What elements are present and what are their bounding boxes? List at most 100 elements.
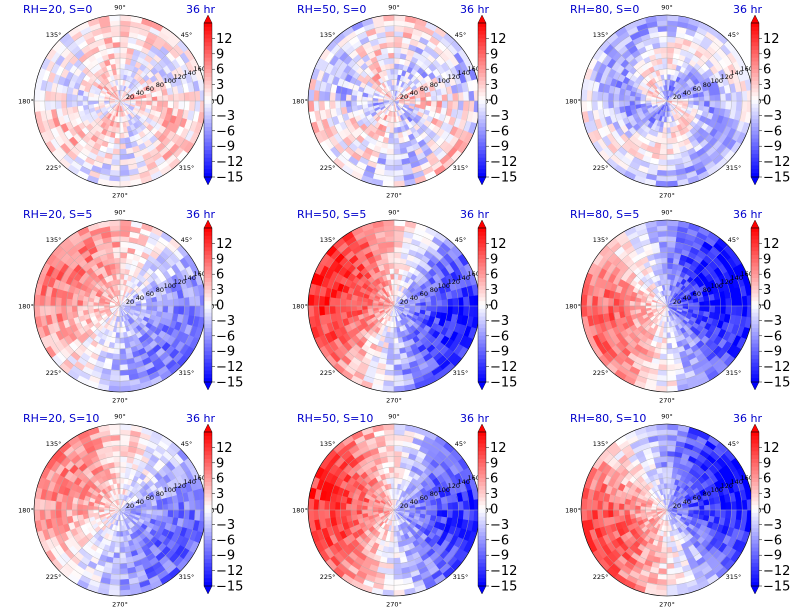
heatmap-cell (393, 68, 399, 75)
heatmap-cell (666, 169, 678, 177)
colorbar-segment (204, 243, 212, 248)
colorbar-tick-label: 0 (763, 94, 771, 109)
heatmap-cell (146, 305, 153, 311)
heatmap-cell (385, 364, 395, 371)
angle-label: 270° (386, 192, 402, 200)
heatmap-cell (119, 25, 131, 33)
heatmap-cell (113, 143, 121, 150)
colorbar-extend-min (477, 381, 487, 391)
colorbar-segment (204, 107, 212, 112)
heatmap-cell (115, 127, 121, 134)
heatmap-cell (393, 278, 398, 286)
heatmap-cell (602, 305, 609, 315)
colorbar-tick-label: 12 (216, 237, 233, 252)
heatmap-cell (119, 225, 131, 232)
heatmap-cell (55, 305, 62, 315)
heatmap-cell (318, 305, 326, 317)
heatmap-cell (404, 305, 411, 309)
heatmap-cell (629, 300, 636, 307)
heatmap-cell (110, 235, 121, 243)
heatmap-cell (382, 15, 395, 22)
heatmap-cell (60, 92, 68, 102)
colorbar-segment (478, 308, 486, 314)
colorbar-segment (204, 335, 212, 341)
heatmap-cell (119, 385, 132, 392)
heatmap-cell (111, 358, 121, 366)
colorbar-segment (204, 103, 212, 109)
heatmap-cell (591, 90, 599, 102)
heatmap-cell (329, 297, 336, 307)
heatmap-cell (110, 164, 121, 172)
heatmap-cell (117, 111, 121, 118)
heatmap-cell (468, 90, 475, 102)
heatmap-cell (151, 305, 158, 312)
colorbar-extend-min (750, 176, 760, 186)
heatmap-cell (383, 20, 395, 27)
angle-label: 45° (181, 31, 193, 39)
colorbar-segment (204, 308, 212, 314)
angle-label: 315° (179, 164, 195, 172)
colorbar-segment (478, 80, 486, 85)
heatmap-cell (393, 143, 401, 150)
heatmap-cell (393, 169, 405, 177)
heatmap-cell (666, 52, 674, 59)
colorbar-tick-label: −12 (763, 155, 790, 170)
heatmap-cell (162, 299, 169, 307)
heatmap-cell (109, 175, 121, 182)
colorbar-segment (204, 23, 212, 28)
heatmap-cell (308, 89, 315, 102)
heatmap-cell (661, 342, 668, 350)
heatmap-cell (693, 305, 700, 311)
heatmap-cell (119, 364, 129, 371)
heatmap-cell (393, 385, 406, 392)
heatmap-cell (703, 100, 711, 107)
colorbar-tick-label: −3 (216, 314, 235, 329)
angle-label: 315° (179, 369, 195, 377)
colorbar-tick-label: 9 (490, 252, 498, 267)
heatmap-cell (468, 100, 475, 112)
heatmap-cell (167, 305, 175, 314)
heatmap-cell (388, 337, 395, 344)
heatmap-cell (393, 268, 400, 275)
colorbar-segment (478, 138, 486, 143)
colorbar-segment (478, 23, 486, 28)
heatmap-cell (656, 169, 668, 177)
colorbar-segment (478, 239, 486, 244)
heatmap-cell (119, 380, 131, 387)
colorbar-tick-label: 6 (216, 63, 224, 78)
radial-tick-label: 60 (146, 290, 154, 298)
radial-tick-label: 100 (438, 77, 450, 85)
colorbar-segment (478, 335, 486, 341)
colorbar-segment (478, 126, 486, 132)
heatmap-cell (44, 100, 52, 112)
angle-label: 180° (18, 303, 34, 311)
heatmap-cell (111, 241, 121, 248)
colorbar-segment (751, 123, 759, 128)
heatmap-cell (55, 297, 62, 307)
heatmap-cell (34, 294, 41, 307)
polar-panel: 90°45°0°315°270°225°180°135°204060801001… (292, 3, 517, 200)
colorbar-segment (204, 53, 212, 59)
heatmap-cell (113, 348, 121, 355)
heatmap-cell (110, 30, 121, 38)
colorbar-segment (204, 119, 212, 124)
angle-label: 90° (661, 4, 673, 12)
heatmap-cell (119, 143, 127, 150)
angle-label: 45° (181, 236, 193, 244)
heatmap-cell (44, 305, 52, 317)
heatmap-cell (318, 90, 326, 102)
heatmap-cell (334, 305, 342, 315)
heatmap-cell (178, 305, 185, 315)
colorbar-segment (478, 324, 486, 329)
angle-label: 90° (388, 209, 400, 217)
colorbar-segment (478, 293, 486, 298)
colorbar-segment (751, 96, 759, 101)
heatmap-cell (119, 289, 123, 296)
heatmap-cell (452, 305, 459, 315)
heatmap-cell (323, 296, 331, 307)
colorbar-segment (204, 173, 212, 178)
heatmap-cell (393, 284, 398, 291)
heatmap-cell (462, 305, 470, 317)
colorbar-segment (478, 328, 486, 333)
